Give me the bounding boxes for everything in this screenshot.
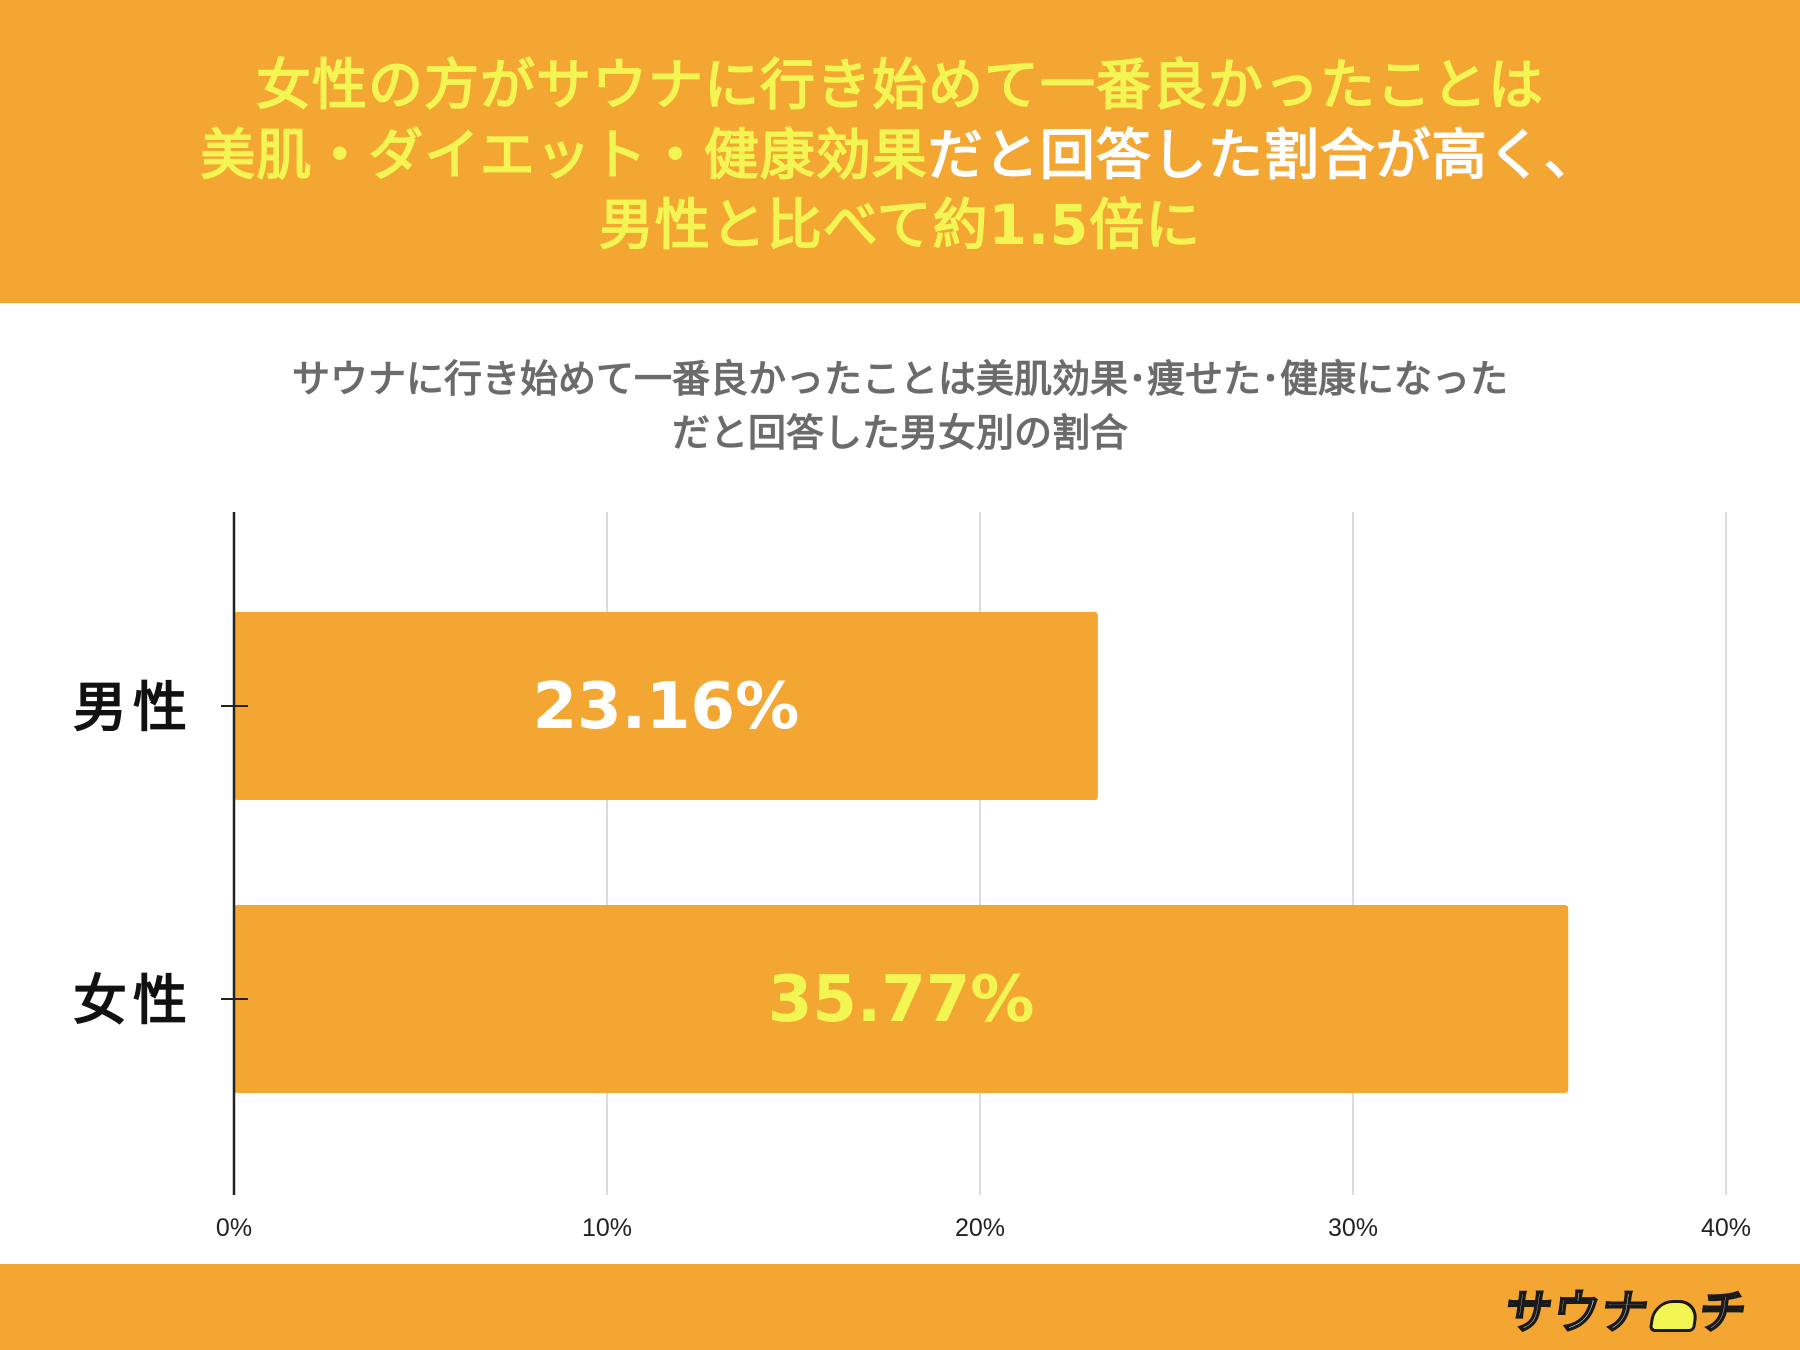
bar-female [234, 905, 1569, 1093]
headline-rest: だと回答した割合が高く、 [927, 122, 1600, 187]
brand-logo-text-2: チ [1695, 1284, 1753, 1340]
chart-title: サウナに行き始めて一番良かったことは美肌効果･痩せた･健康になった だと回答した… [150, 352, 1650, 460]
chart-title-line-2: だと回答した男女別の割合 [671, 411, 1128, 455]
headline-line-1: 女性の方がサウナに行き始めて一番良かったことは [255, 52, 1544, 117]
headline-line-2: 美肌・ダイエット・健康効果だと回答した割合が高く、 [200, 120, 1599, 190]
brand-logo-text: サウナ [1501, 1284, 1655, 1340]
mascot-icon [1648, 1299, 1700, 1332]
x-tick-label: 40% [1701, 1214, 1751, 1242]
x-tick-label: 20% [955, 1214, 1005, 1242]
chart-title-line-1: サウナに行き始めて一番良かったことは美肌効果･痩せた･健康になった [291, 357, 1508, 401]
category-label: 男性 [73, 676, 193, 739]
data-label: 35.77% [768, 963, 1035, 1037]
data-label: 23.16% [533, 670, 800, 744]
x-tick-label: 30% [1328, 1214, 1378, 1242]
header-banner: 女性の方がサウナに行き始めて一番良かったことは 美肌・ダイエット・健康効果だと回… [0, 0, 1800, 303]
headline-line-3: 男性と比べて約1.5倍に [598, 192, 1202, 257]
bar-male [234, 612, 1098, 800]
x-tick-label: 10% [582, 1214, 632, 1242]
brand-logo: サウナチ [1501, 1276, 1753, 1342]
category-label: 女性 [73, 969, 193, 1032]
footer-band [0, 1264, 1800, 1350]
headline-highlight: 美肌・ダイエット・健康効果 [200, 122, 928, 187]
x-tick-label: 0% [216, 1214, 252, 1242]
bar-chart: 23.16% 男性 35.77% 女性 0% 10% 20% 30% 40% [73, 512, 1751, 1242]
